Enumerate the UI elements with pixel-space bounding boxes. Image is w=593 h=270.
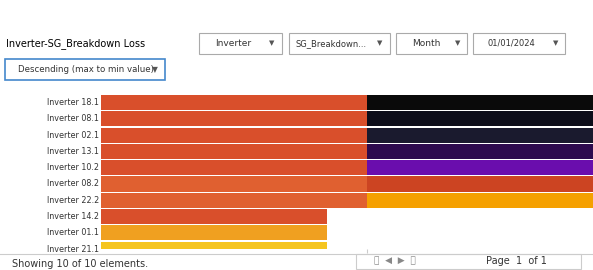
Text: 01/01/2024: 01/01/2024: [488, 39, 535, 48]
Text: Inverter 21.1: Inverter 21.1: [47, 245, 99, 254]
Text: Page  1  of 1: Page 1 of 1: [486, 256, 547, 266]
Text: Inverter 01.1: Inverter 01.1: [47, 228, 99, 238]
Text: Inverter 10.2: Inverter 10.2: [47, 163, 99, 172]
FancyBboxPatch shape: [5, 59, 165, 80]
Text: Month: Month: [412, 39, 440, 48]
Text: ▼: ▼: [269, 40, 275, 46]
Bar: [366, 144, 593, 159]
FancyBboxPatch shape: [199, 33, 282, 54]
Bar: [366, 111, 593, 126]
Bar: [366, 127, 593, 143]
Text: Inverter 18.1: Inverter 18.1: [47, 98, 99, 107]
Bar: [366, 95, 593, 110]
Text: Inverter 13.1: Inverter 13.1: [47, 147, 99, 156]
Bar: [101, 111, 366, 126]
Bar: [366, 160, 593, 175]
Bar: [101, 160, 366, 175]
Text: Inverter 14.2: Inverter 14.2: [47, 212, 99, 221]
Text: Showing 10 of 10 elements.: Showing 10 of 10 elements.: [12, 259, 148, 269]
Bar: [101, 144, 366, 159]
Text: ▼: ▼: [377, 40, 382, 46]
FancyBboxPatch shape: [396, 33, 467, 54]
Bar: [366, 193, 593, 208]
Text: Inverter 08.1: Inverter 08.1: [47, 114, 99, 123]
Bar: [101, 193, 366, 208]
Text: ▼: ▼: [152, 65, 158, 74]
Bar: [101, 127, 366, 143]
Bar: [101, 225, 327, 241]
Text: Inverter-SG_Breakdown Loss: Inverter-SG_Breakdown Loss: [6, 38, 145, 49]
Text: Inverter 08.2: Inverter 08.2: [47, 180, 99, 188]
Text: Losses Heatmap: Losses Heatmap: [6, 8, 114, 22]
Bar: [366, 177, 593, 191]
Text: Inverter 22.2: Inverter 22.2: [46, 196, 99, 205]
Text: ⏮  ◀  ▶  ⏭: ⏮ ◀ ▶ ⏭: [374, 256, 415, 265]
Bar: [101, 242, 327, 257]
Bar: [101, 209, 327, 224]
Text: SG_Breakdown...: SG_Breakdown...: [295, 39, 366, 48]
FancyBboxPatch shape: [356, 254, 581, 269]
FancyBboxPatch shape: [473, 33, 565, 54]
Text: Inverter 02.1: Inverter 02.1: [47, 130, 99, 140]
Text: ▼: ▼: [455, 40, 460, 46]
Text: ▼: ▼: [553, 40, 558, 46]
Text: Inverter: Inverter: [215, 39, 251, 48]
FancyBboxPatch shape: [289, 33, 390, 54]
Text: Last Update: 29/01/2024 15:47  ↻: Last Update: 29/01/2024 15:47 ↻: [409, 10, 587, 20]
Text: Descending (max to min value): Descending (max to min value): [18, 65, 154, 74]
Bar: [101, 95, 366, 110]
Bar: [101, 177, 366, 191]
